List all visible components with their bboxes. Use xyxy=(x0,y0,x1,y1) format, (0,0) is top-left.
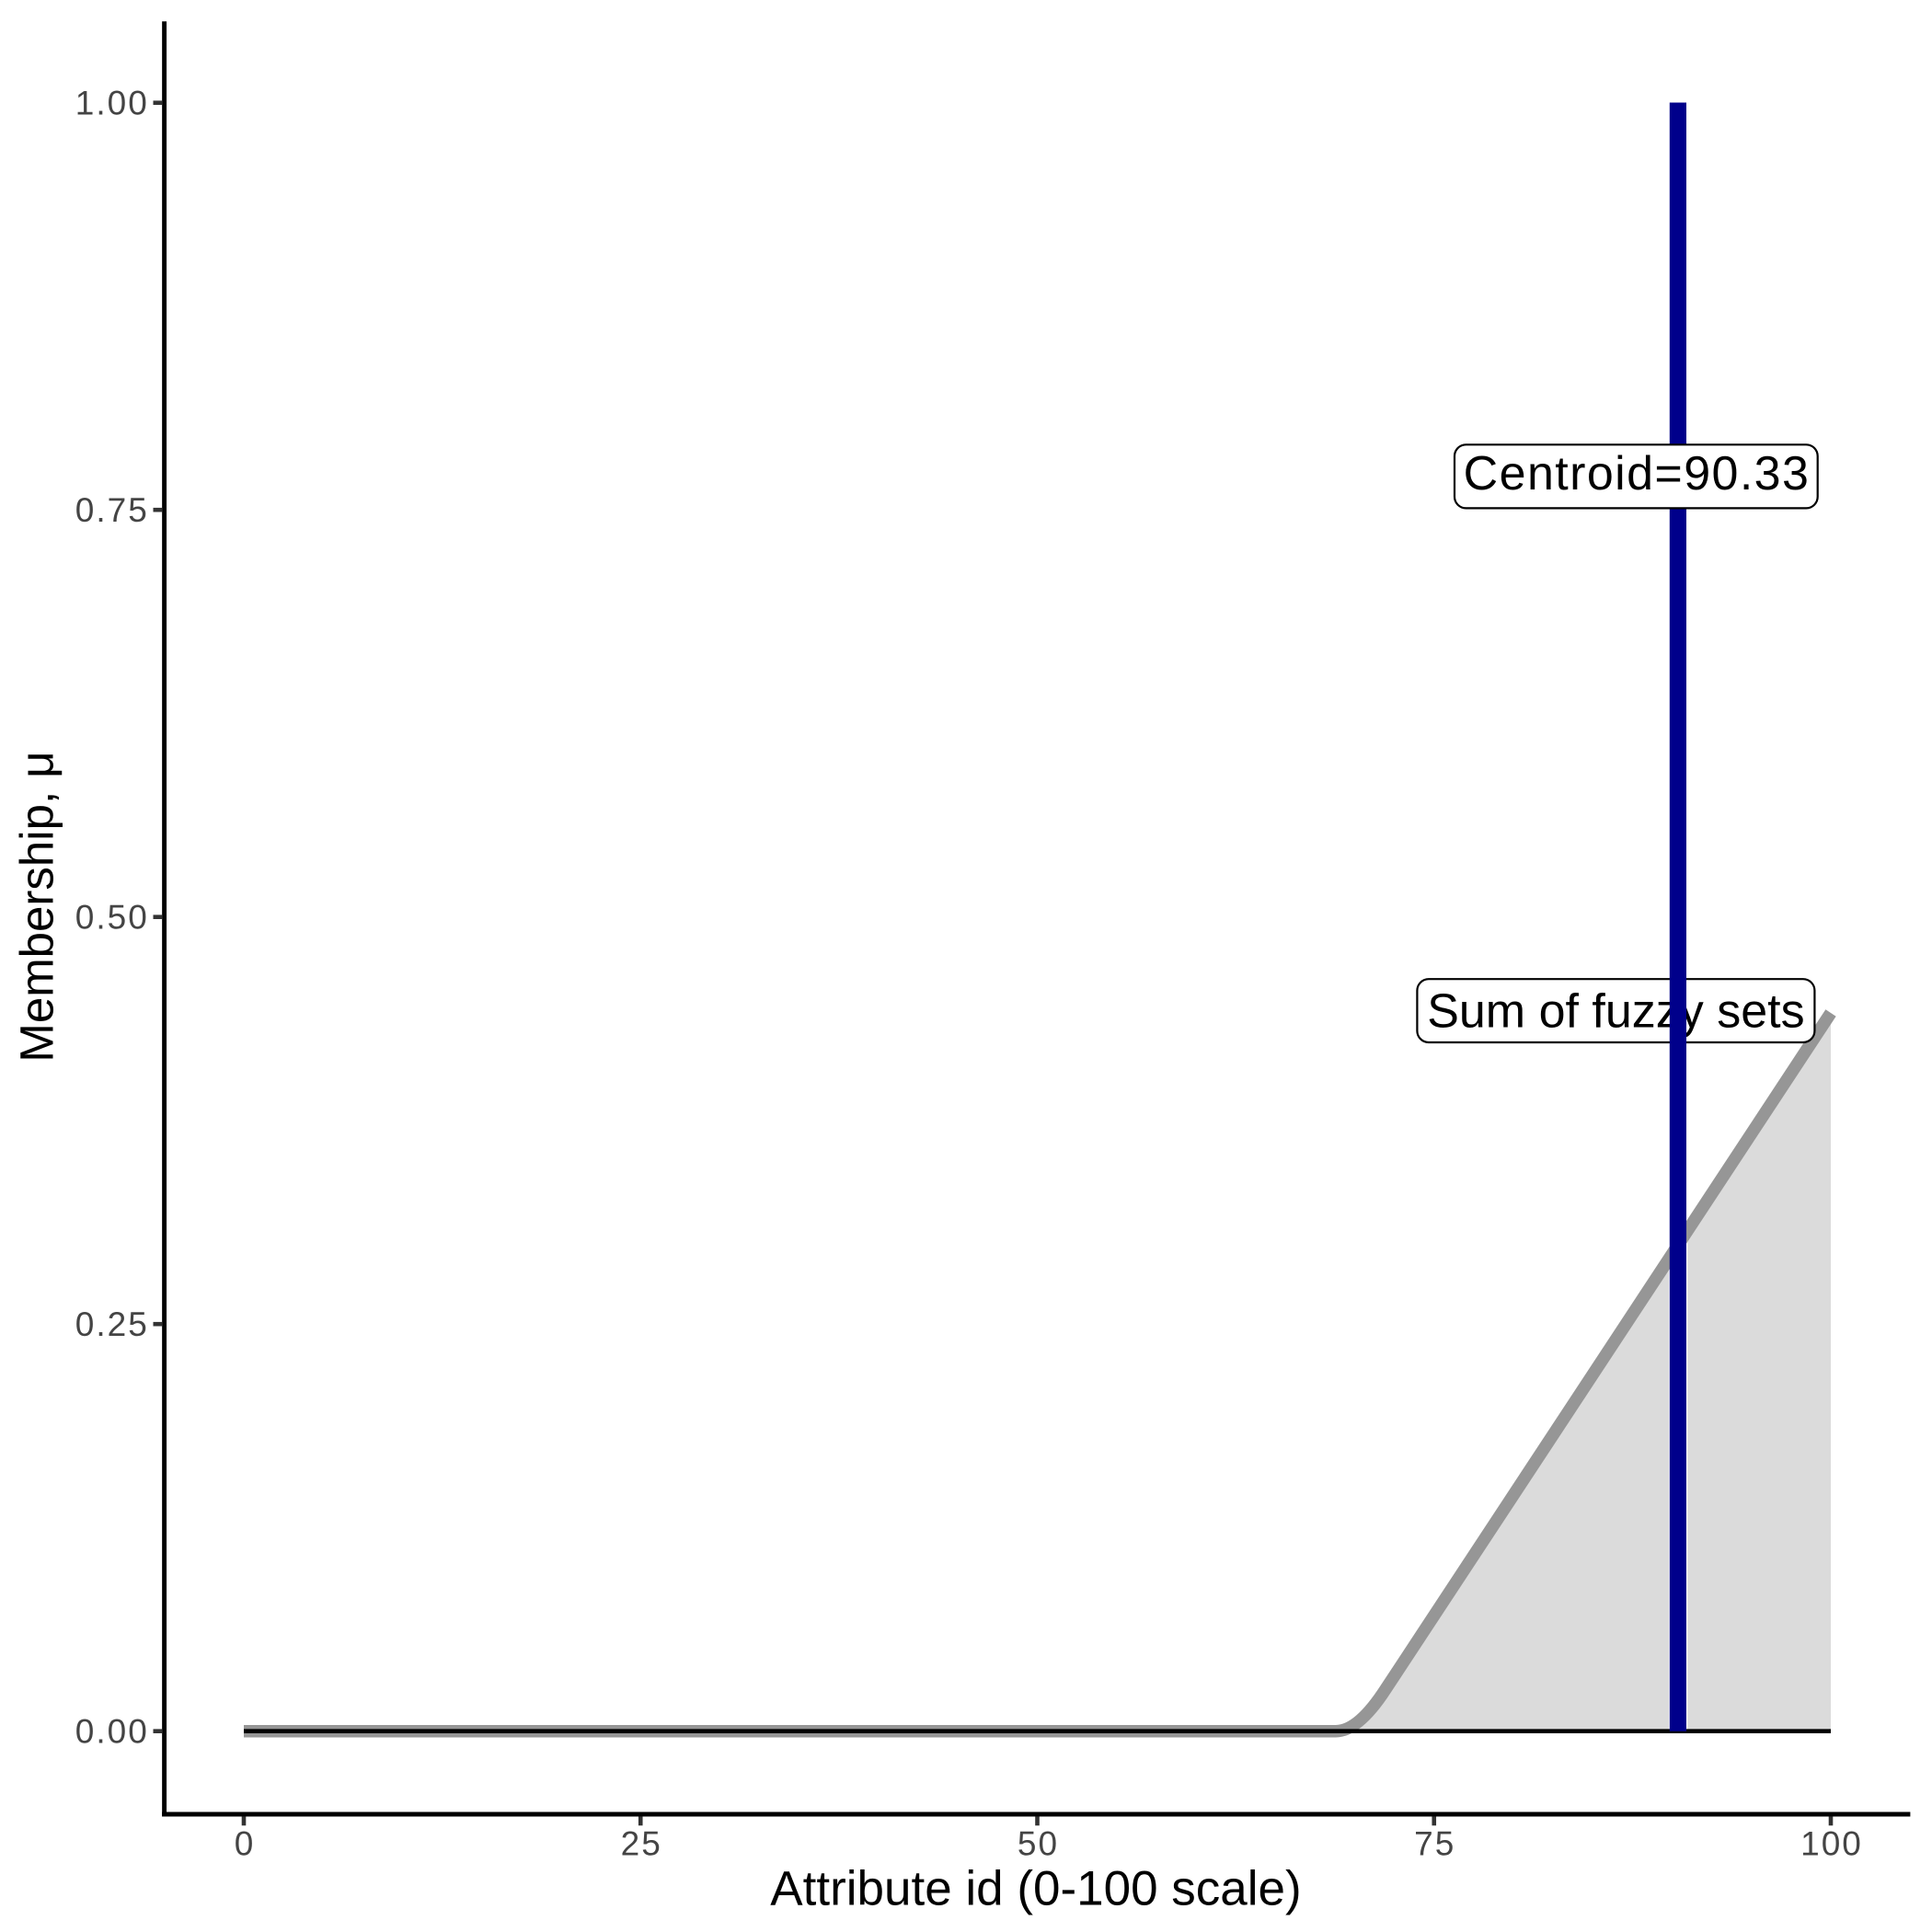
svg-text:0.50: 0.50 xyxy=(75,899,149,937)
svg-text:Sum of fuzzy sets: Sum of fuzzy sets xyxy=(1427,985,1804,1039)
svg-text:0: 0 xyxy=(235,1825,256,1863)
svg-text:0.00: 0.00 xyxy=(75,1713,149,1751)
svg-text:0.25: 0.25 xyxy=(75,1305,149,1343)
svg-text:100: 100 xyxy=(1800,1825,1863,1863)
svg-text:75: 75 xyxy=(1414,1825,1455,1863)
svg-text:25: 25 xyxy=(621,1825,662,1863)
svg-text:Centroid=90.33: Centroid=90.33 xyxy=(1464,447,1811,500)
svg-text:Attribute id (0-100 scale): Attribute id (0-100 scale) xyxy=(770,1861,1301,1915)
svg-text:Membership, μ: Membership, μ xyxy=(11,751,63,1062)
svg-text:50: 50 xyxy=(1018,1825,1059,1863)
svg-text:0.75: 0.75 xyxy=(75,491,149,529)
svg-text:1.00: 1.00 xyxy=(75,85,149,122)
